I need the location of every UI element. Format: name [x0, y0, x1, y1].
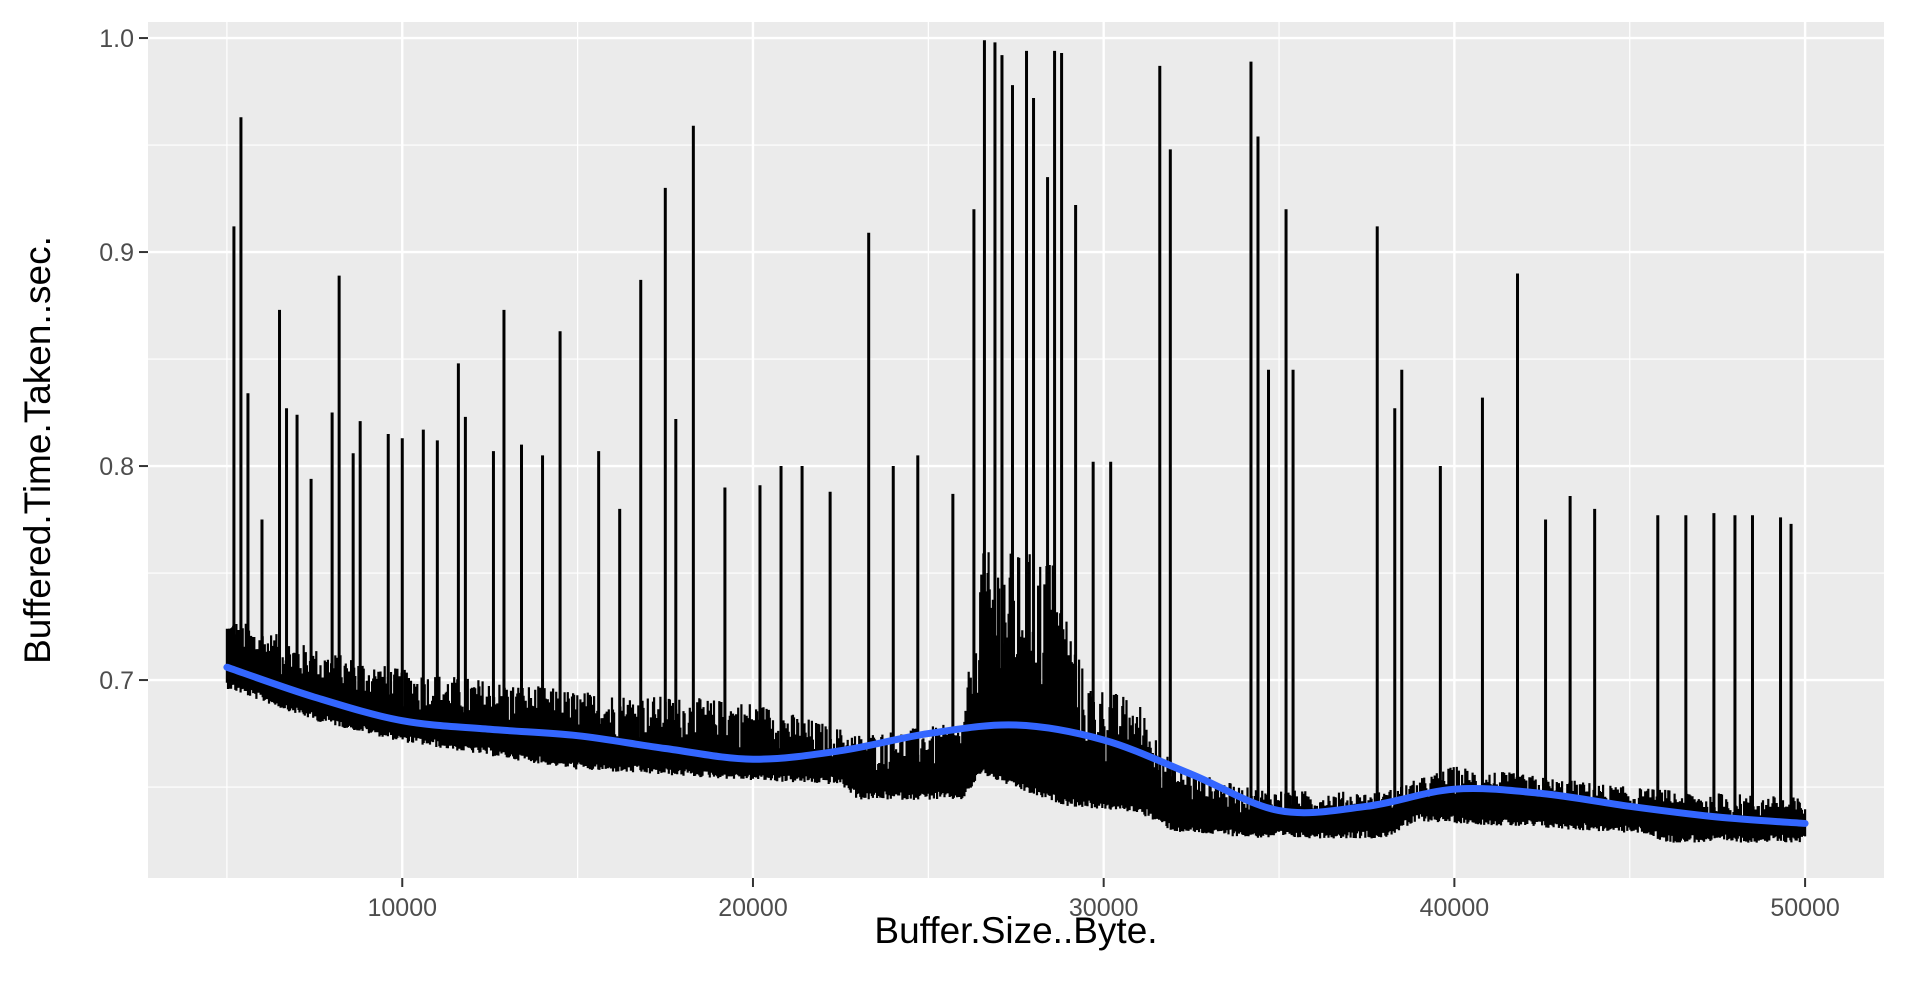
x-tick-label: 20000 [718, 894, 788, 922]
x-axis-title: Buffer.Size..Byte. [874, 910, 1157, 951]
y-tick-label: 0.7 [99, 667, 134, 695]
y-axis-title: Buffered.Time.Taken..sec. [17, 236, 58, 664]
x-tick-label: 50000 [1770, 894, 1840, 922]
y-tick-label: 0.8 [99, 453, 134, 481]
x-axis: 10000 20000 30000 40000 50000 [367, 878, 1840, 922]
y-tick-label: 1.0 [99, 25, 134, 53]
x-tick-label: 40000 [1420, 894, 1490, 922]
y-axis: 0.7 0.8 0.9 1.0 [99, 25, 148, 695]
x-tick-label: 10000 [367, 894, 437, 922]
x-tick-label: 30000 [1069, 894, 1139, 922]
y-tick-label: 0.9 [99, 239, 134, 267]
smooth-line [223, 663, 1809, 827]
